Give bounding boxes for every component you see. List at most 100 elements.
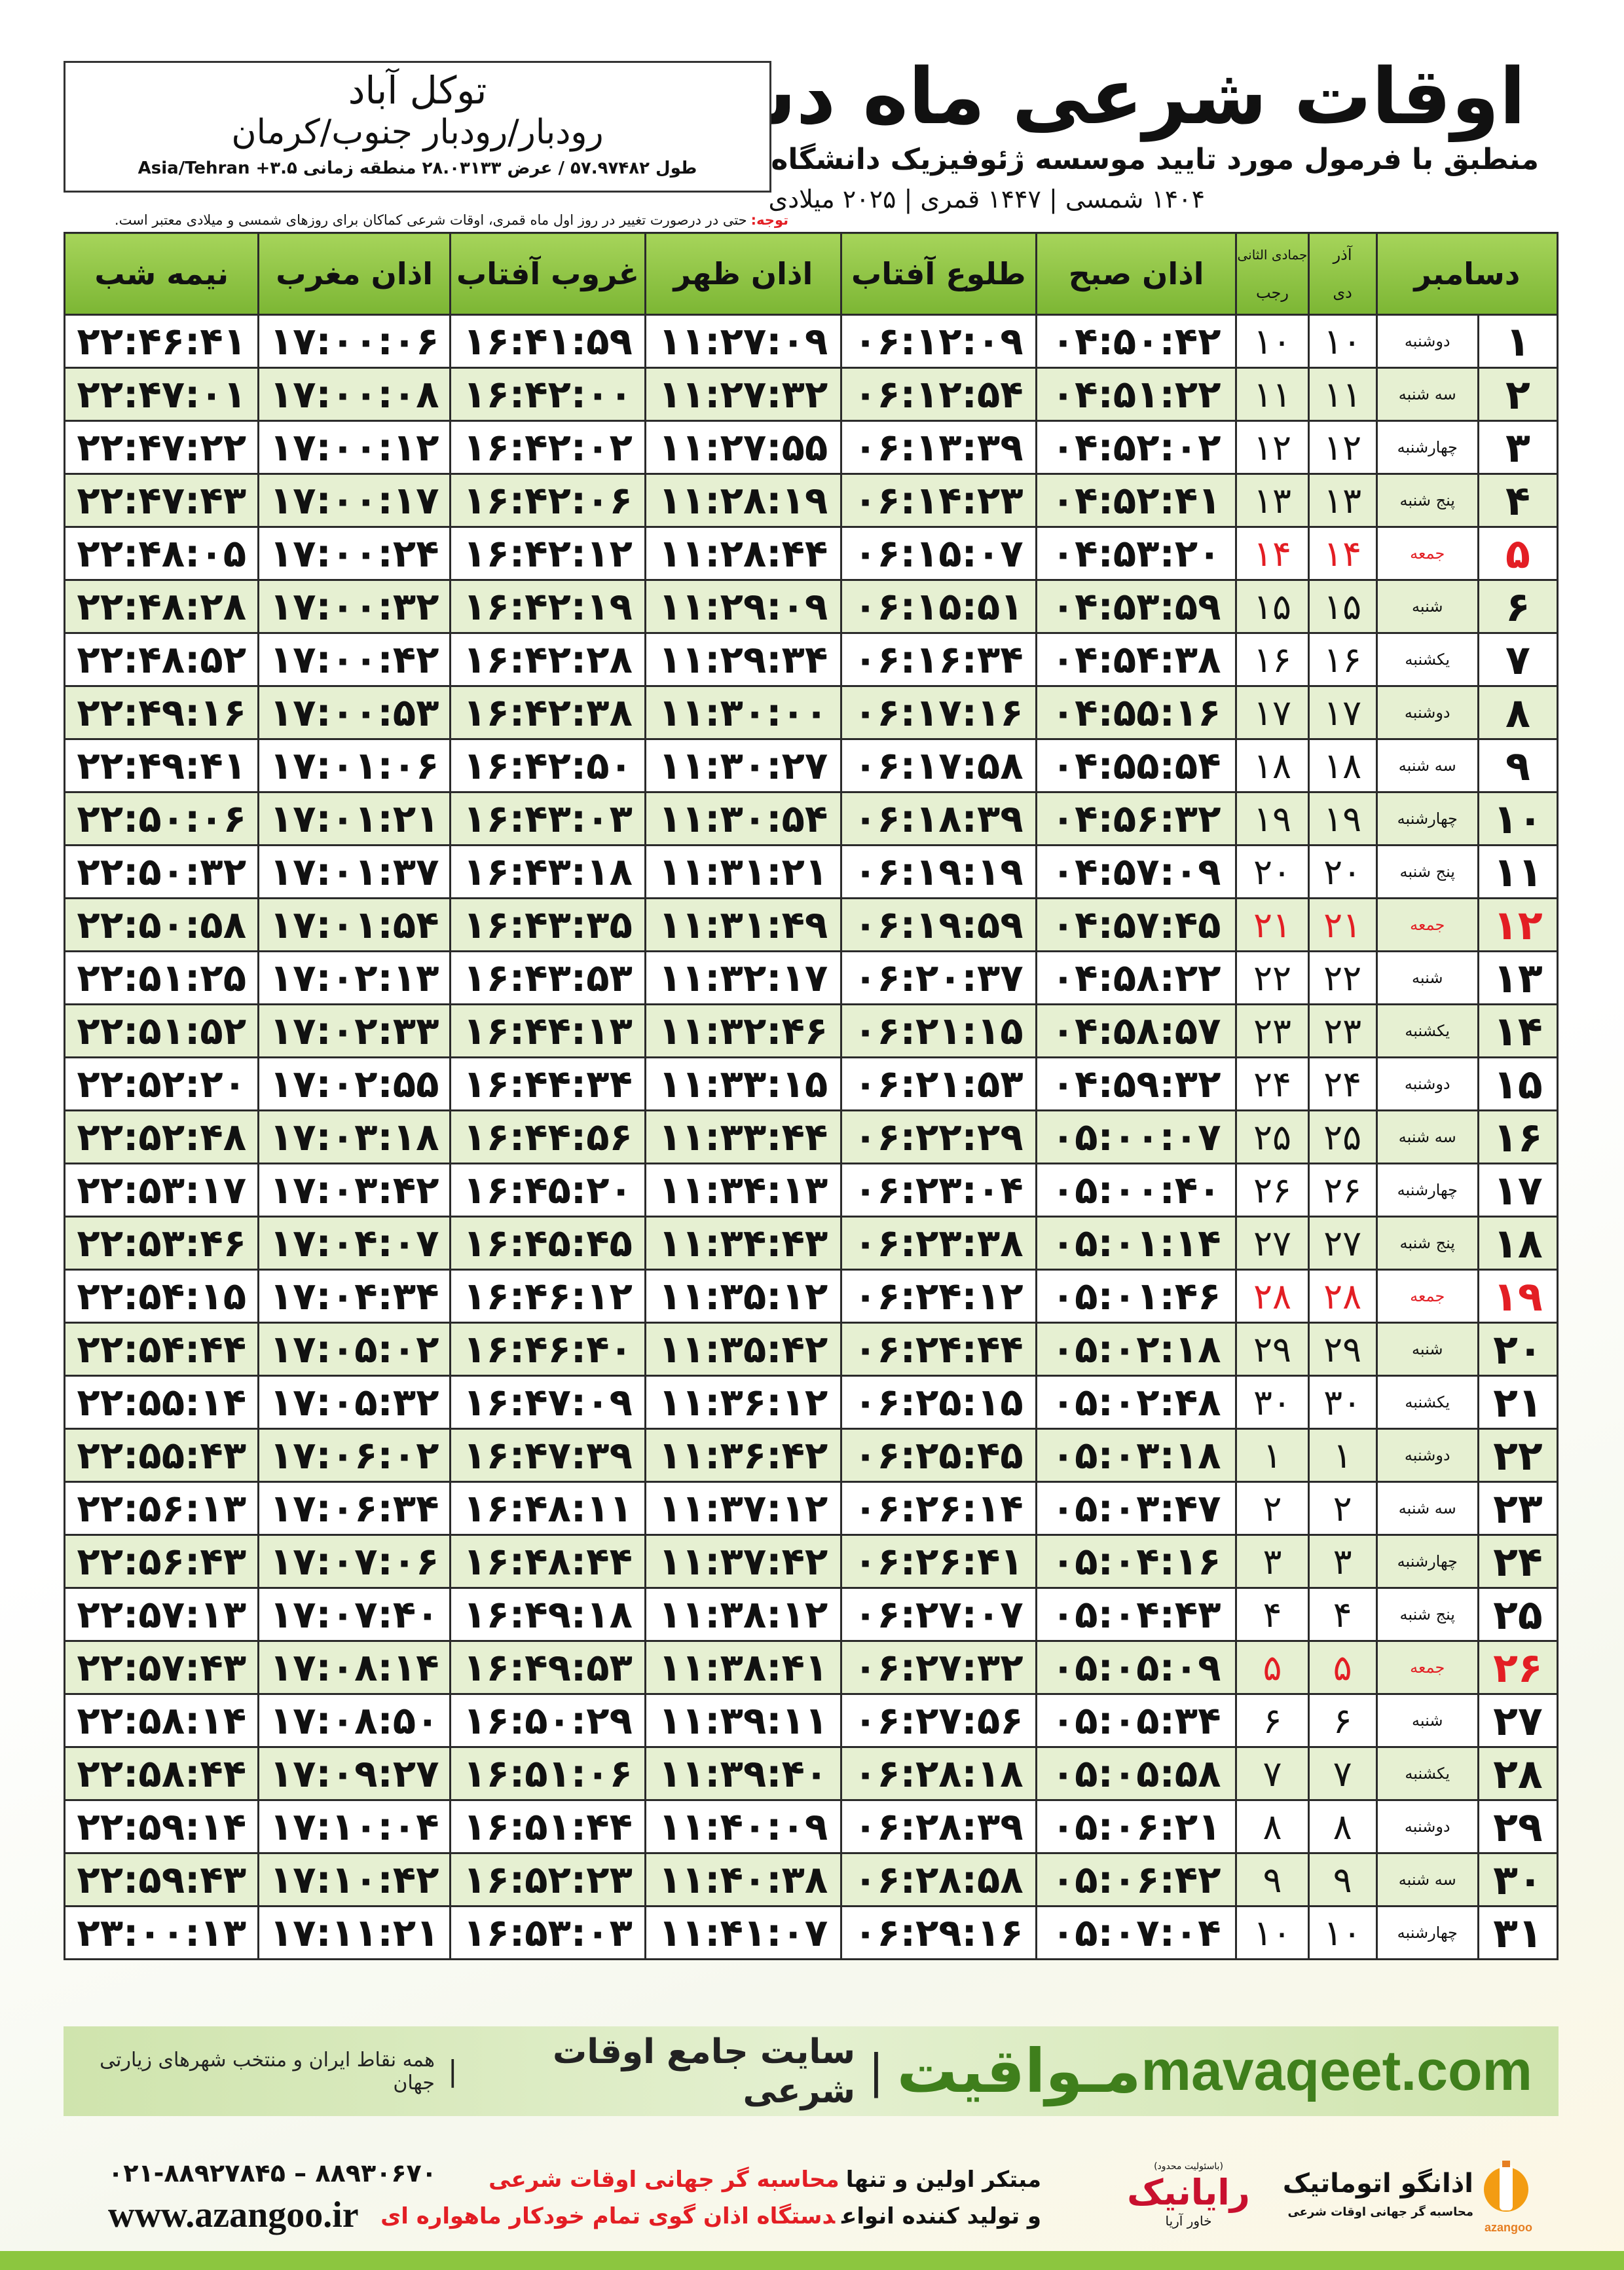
lunar-day: ۱۱ [1235,367,1310,422]
solar-day: ۱۷ [1307,685,1378,740]
time-cell: ۱۱:۲۷:۰۹ [644,314,842,369]
table-row: ۱۱ پنج شنبه ۲۰ ۲۰ ۰۴:۵۷:۰۹ ۰۶:۱۹:۱۹ ۱۱:۳۱:۲۱ ۱۶… [63,844,1559,899]
day: ۱۹ [1477,1269,1559,1324]
time-cell: ۲۲:۵۷:۴۳ [63,1640,260,1695]
time-cell: ۲۲:۴۸:۰۵ [63,526,260,581]
solar-day: ۸ [1307,1799,1378,1854]
day: ۹ [1477,738,1559,793]
time-cell: ۲۲:۵۹:۱۴ [63,1799,260,1854]
time-cell: ۰۴:۵۴:۳۸ [1035,632,1238,687]
time-cell: ۱۱:۴۰:۰۹ [644,1799,842,1854]
time-cell: ۱۶:۵۱:۰۶ [449,1746,647,1801]
table-row: ۹ سه شنبه ۱۸ ۱۸ ۰۴:۵۵:۵۴ ۰۶:۱۷:۵۸ ۱۱:۳۰:۲۷ ۱۶:۴… [63,738,1559,793]
time-cell: ۱۱:۳۴:۱۳ [644,1163,842,1218]
banner: مـواقیت | سایت جامع اوقات شرعی | همه نقا… [64,2026,1559,2116]
day: ۲۰ [1477,1322,1559,1377]
solar-day: ۱ [1307,1428,1378,1483]
time-cell: ۱۱:۳۴:۴۳ [644,1216,842,1271]
time-cell: ۱۱:۳۶:۴۲ [644,1428,842,1483]
table-row: ۲۵ پنج شنبه ۴ ۴ ۰۵:۰۴:۴۳ ۰۶:۲۷:۰۷ ۱۱:۳۸:۱۲ ۱۶:۴… [63,1587,1559,1642]
rayanik-logo: (باسئولیت محدود) رایانیک خاور آریا [1113,2161,1264,2229]
day: ۳ [1477,420,1559,475]
time-cell: ۱۷:۰۴:۰۷ [257,1216,451,1271]
footer-website[interactable]: www.azangoo.ir [108,2195,359,2235]
solar-current: دی [1333,284,1352,302]
footer-line-text: و تولید کننده انواع [841,2203,1041,2229]
azangoo-logo: اذانگو اتوماتیک محاسبه گر جهانی اوقات شر… [1283,2158,1532,2237]
table-row: ۱۵ دوشنبه ۲۴ ۲۴ ۰۴:۵۹:۳۲ ۰۶:۲۱:۵۳ ۱۱:۳۳:۱۵ ۱۶:۴… [63,1056,1559,1111]
time-cell: ۲۲:۴۹:۱۶ [63,685,260,740]
table-row: ۱۷ چهارشنبه ۲۶ ۲۶ ۰۵:۰۰:۴۰ ۰۶:۲۳:۰۴ ۱۱:۳۴:۱۳ ۱۶… [63,1163,1559,1218]
solar-day: ۱۱ [1307,367,1378,422]
day: ۶ [1477,579,1559,634]
table-row: ۱۸ پنج شنبه ۲۷ ۲۷ ۰۵:۰۱:۱۴ ۰۶:۲۳:۳۸ ۱۱:۳۴:۴۳ ۱۶… [63,1216,1559,1271]
day: ۱۵ [1477,1056,1559,1111]
time-cell: ۱۶:۴۲:۵۰ [449,738,647,793]
solar-day: ۲۵ [1307,1109,1378,1164]
solar-day: ۲۶ [1307,1163,1378,1218]
table-row: ۵ جمعه ۱۴ ۱۴ ۰۴:۵۳:۲۰ ۰۶:۱۵:۰۷ ۱۱:۲۸:۴۴ ۱۶:۴۲:۱… [63,526,1559,581]
time-cell: ۱۷:۰۶:۳۴ [257,1481,451,1536]
time-cell: ۲۲:۵۰:۰۶ [63,791,260,846]
footer-text: مبتکر اولین و تنهامحاسبه گر جهانی اوقات … [380,2161,1041,2235]
table-row: ۱۴ یکشنبه ۲۳ ۲۳ ۰۴:۵۸:۵۷ ۰۶:۲۱:۱۵ ۱۱:۳۲:۴۶ ۱۶:۴… [63,1003,1559,1058]
location-box: توکل آباد رودبار/رودبار جنوب/کرمان طول ۵… [64,61,771,193]
time-cell: ۱۱:۲۸:۴۴ [644,526,842,581]
table-row: ۳۱ چهارشنبه ۱۰ ۱۰ ۰۵:۰۷:۰۴ ۰۶:۲۹:۱۶ ۱۱:۴۱:۰۷ ۱۶… [63,1905,1559,1960]
table-row: ۲۷ شنبه ۶ ۶ ۰۵:۰۵:۳۴ ۰۶:۲۷:۵۶ ۱۱:۳۹:۱۱ ۱۶:۵۰:۲۹… [63,1693,1559,1748]
divider: | [868,2044,884,2098]
time-cell: ۰۵:۰۱:۴۶ [1035,1269,1238,1324]
table-head: دسامبر آذر دی جمادی الثانی رجب اذان صبح طلو… [63,232,1559,316]
location-region: رودبار/رودبار جنوب/کرمان [231,113,604,152]
time-cell: ۱۷:۰۸:۵۰ [257,1693,451,1748]
weekday: سه شنبه [1375,367,1479,422]
time-cell: ۰۵:۰۱:۱۴ [1035,1216,1238,1271]
time-cell: ۱۷:۰۰:۱۷ [257,473,451,528]
time-cell: ۰۴:۵۰:۴۲ [1035,314,1238,369]
time-cell: ۱۱:۳۶:۱۲ [644,1375,842,1430]
time-cell: ۲۲:۴۸:۲۸ [63,579,260,634]
time-cell: ۰۶:۱۵:۰۷ [840,526,1037,581]
phone: ۰۲۱-۸۸۹۲۷۸۴۵ – ۸۸۹۳۰۶۷۰ [108,2159,437,2187]
day: ۸ [1477,685,1559,740]
column-header: نیمه شب [63,232,260,316]
time-cell: ۱۶:۴۵:۴۵ [449,1216,647,1271]
time-cell: ۲۲:۴۹:۴۱ [63,738,260,793]
weekday: یکشنبه [1375,1003,1479,1058]
azangoo-latin: azangoo [1484,2221,1532,2234]
azangoo-name: اذانگو اتوماتیک [1282,2168,1473,2199]
banner-slogan: سایت جامع اوقات شرعی [552,2032,856,2111]
column-header: اذان مغرب [257,232,451,316]
banner-website[interactable]: mavaqeet.com [1141,2039,1532,2102]
table-row: ۱۳ شنبه ۲۲ ۲۲ ۰۴:۵۸:۲۲ ۰۶:۲۰:۳۷ ۱۱:۳۲:۱۷ ۱۶:۴۳:… [63,950,1559,1005]
rayanik-name: رایانیک [1127,2172,1250,2213]
column-header: اذان ظهر [644,232,842,316]
time-cell: ۱۷:۰۰:۴۲ [257,632,451,687]
time-cell: ۱۷:۰۹:۲۷ [257,1746,451,1801]
time-cell: ۲۲:۴۶:۴۱ [63,314,260,369]
solar-day: ۳۰ [1307,1375,1378,1430]
weekday: یکشنبه [1375,1375,1479,1430]
table-row: ۲ سه شنبه ۱۱ ۱۱ ۰۴:۵۱:۲۲ ۰۶:۱۲:۵۴ ۱۱:۲۷:۳۲ ۱۶:۴… [63,367,1559,422]
time-cell: ۲۲:۵۵:۴۳ [63,1428,260,1483]
time-cell: ۱۷:۰۰:۵۳ [257,685,451,740]
time-cell: ۱۷:۰۳:۱۸ [257,1109,451,1164]
column-header: غروب آفتاب [449,232,647,316]
day: ۱۳ [1477,950,1559,1005]
column-header: طلوع آفتاب [840,232,1037,316]
time-cell: ۱۱:۳۵:۴۲ [644,1322,842,1377]
time-cell: ۱۶:۴۳:۰۳ [449,791,647,846]
weekday: یکشنبه [1375,632,1479,687]
time-cell: ۱۶:۴۹:۱۸ [449,1587,647,1642]
time-cell: ۱۶:۴۶:۴۰ [449,1322,647,1377]
banner-brand-group: مـواقیت | سایت جامع اوقات شرعی | همه نقا… [90,2032,1141,2111]
table-row: ۷ یکشنبه ۱۶ ۱۶ ۰۴:۵۴:۳۸ ۰۶:۱۶:۳۴ ۱۱:۲۹:۳۴ ۱۶:۴۲… [63,632,1559,687]
table-row: ۶ شنبه ۱۵ ۱۵ ۰۴:۵۳:۵۹ ۰۶:۱۵:۵۱ ۱۱:۲۹:۰۹ ۱۶:۴۲:۱… [63,579,1559,634]
weekday: شنبه [1375,1693,1479,1748]
lunar-day: ۱۲ [1235,420,1310,475]
time-cell: ۲۲:۵۹:۴۳ [63,1852,260,1907]
subtitle: منطبق با فرمول مورد تایید موسسه ژئوفیزیک… [678,143,1539,176]
time-cell: ۲۲:۵۰:۳۲ [63,844,260,899]
time-cell: ۰۴:۵۳:۵۹ [1035,579,1238,634]
